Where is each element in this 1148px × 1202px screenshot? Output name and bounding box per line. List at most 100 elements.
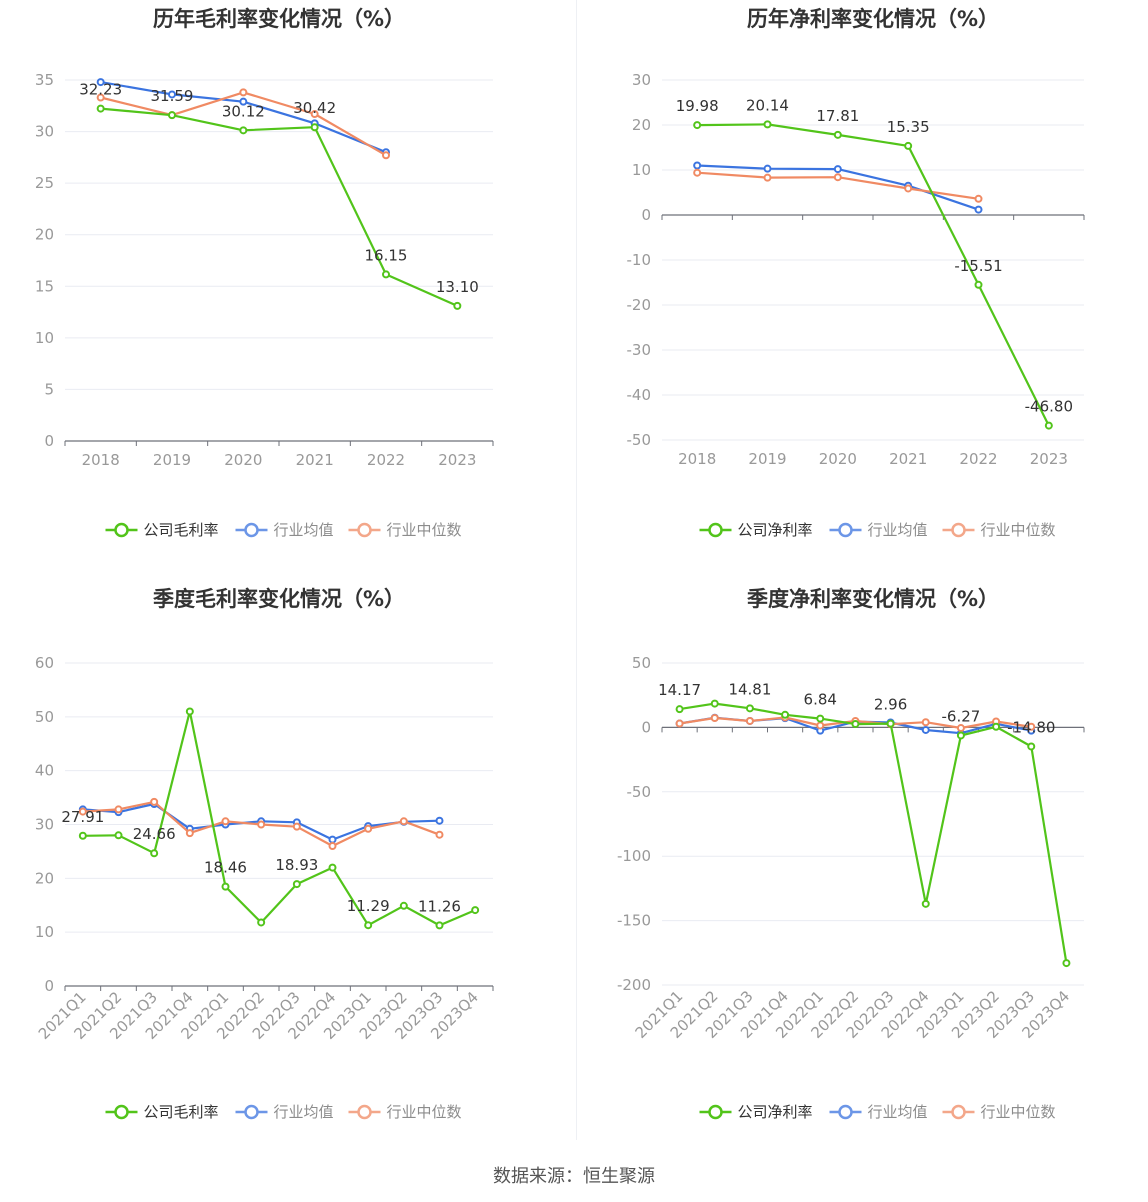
- data-point: [328, 842, 337, 851]
- data-point: [310, 110, 319, 119]
- data-point: [399, 901, 408, 910]
- data-point: [150, 797, 159, 806]
- legend-item-company: 公司净利率: [699, 1103, 813, 1121]
- y-tick-label: -10: [627, 251, 652, 269]
- y-tick-label: 35: [35, 71, 54, 89]
- data-point: [833, 165, 842, 174]
- data-point: [816, 714, 825, 723]
- data-point: [292, 822, 301, 831]
- data-label: 6.84: [804, 691, 837, 709]
- data-point: [364, 921, 373, 930]
- y-tick-label: -30: [627, 341, 652, 359]
- data-point: [763, 164, 772, 173]
- data-point: [257, 820, 266, 829]
- chart-title: 季度净利率变化情况（%）: [747, 587, 999, 611]
- data-point: [956, 731, 965, 740]
- y-tick-label: -150: [617, 912, 651, 930]
- legend-label: 行业中位数: [387, 1103, 462, 1121]
- data-label: -15.51: [954, 257, 1002, 275]
- quarterly-net-margin-svg: 季度净利率变化情况（%）-200-150-100-500502021Q12021…: [617, 587, 1085, 1121]
- y-tick-label: -100: [617, 847, 651, 865]
- data-point: [292, 880, 301, 889]
- data-point: [956, 724, 965, 733]
- chart-title: 历年毛利率变化情况（%）: [153, 7, 405, 31]
- data-label: -14.80: [1007, 718, 1055, 736]
- series-median: [78, 797, 444, 851]
- quarterly-net-margin-chart: 季度净利率变化情况（%） -200 -150 -100 -50 0 50 2021Q1 2021…: [574, 580, 1148, 1155]
- data-point: [168, 90, 176, 99]
- y-tick-label: 30: [35, 816, 54, 834]
- annual-gross-margin-svg: 历年毛利率变化情况（%） 0 5 10 15 20 25 30 35 2018 2019 2020 20…: [35, 7, 494, 539]
- x-tick-label: 2023: [1030, 450, 1068, 468]
- data-point: [96, 78, 105, 87]
- data-point: [1044, 421, 1053, 430]
- y-tick-label: 20: [35, 869, 54, 887]
- y-tick-label: 30: [632, 71, 651, 89]
- x-tick-label: 2018: [82, 451, 120, 469]
- data-label: -46.80: [1025, 398, 1073, 416]
- data-label: 30.42: [293, 99, 336, 117]
- data-point: [310, 123, 319, 132]
- y-tick-label: 5: [44, 380, 54, 398]
- data-point: [974, 205, 983, 214]
- x-tick-label: 2021: [889, 450, 927, 468]
- data-point: [96, 93, 105, 102]
- data-point: [382, 151, 390, 160]
- y-tick-label: 40: [35, 762, 54, 780]
- y-tick-label: 30: [35, 123, 54, 141]
- data-point: [745, 716, 754, 725]
- series-line: [697, 123, 1050, 427]
- data-point: [693, 121, 702, 130]
- y-tick-label: 50: [632, 654, 651, 672]
- data-source-footer: 数据来源：恒生聚源: [0, 1162, 1148, 1188]
- data-source-name: 恒生聚源: [583, 1166, 655, 1187]
- data-point: [185, 829, 194, 838]
- x-tick-label: 2020: [819, 450, 857, 468]
- legend-label: 公司净利率: [738, 1103, 813, 1121]
- data-point: [992, 722, 1001, 731]
- y-tick-label: 15: [35, 277, 54, 295]
- data-point: [328, 863, 337, 872]
- grid-lines: [662, 79, 1084, 441]
- y-tick-label: -20: [627, 296, 652, 314]
- data-label: 24.66: [133, 825, 176, 843]
- x-tick-label: 2019: [748, 450, 786, 468]
- data-label: 11.29: [347, 897, 390, 915]
- series-company: [78, 707, 480, 930]
- legend-item-median: 行业中位数: [348, 521, 462, 539]
- data-point: [675, 719, 684, 728]
- data-label: 19.98: [676, 97, 719, 115]
- data-point: [185, 707, 194, 716]
- y-tick-label: 10: [35, 329, 54, 347]
- legend-label: 行业中位数: [387, 521, 462, 539]
- data-label: 11.26: [418, 897, 461, 915]
- data-point: [435, 921, 444, 930]
- data-point: [435, 830, 444, 839]
- legend-label: 行业均值: [868, 521, 928, 539]
- series-company: [693, 120, 1053, 430]
- x-tick-label: 2022: [367, 451, 405, 469]
- data-point: [693, 161, 702, 170]
- data-point: [471, 906, 480, 915]
- y-tick-label: -40: [627, 386, 652, 404]
- data-point: [921, 725, 930, 734]
- data-label: 18.46: [204, 859, 247, 877]
- legend-marker: [838, 1104, 853, 1120]
- data-point: [382, 270, 390, 279]
- series-line: [679, 702, 1068, 964]
- legend: 公司毛利率 行业均值 行业中位数: [105, 1103, 462, 1121]
- legend-marker: [951, 1104, 966, 1120]
- y-tick-label: -200: [617, 976, 651, 994]
- y-tick-label: -50: [627, 783, 652, 801]
- y-tick-label: 0: [44, 977, 54, 995]
- data-point: [904, 141, 913, 150]
- legend-label: 行业均值: [274, 1103, 334, 1121]
- data-point: [168, 111, 176, 120]
- data-label: 20.14: [746, 96, 789, 114]
- series-company: [675, 699, 1071, 968]
- legend: 公司毛利率 行业均值 行业中位数: [105, 521, 462, 539]
- data-point: [221, 817, 230, 826]
- data-label: 30.12: [222, 102, 265, 120]
- y-tick-label: 0: [641, 718, 651, 736]
- y-tick-label: 60: [35, 654, 54, 672]
